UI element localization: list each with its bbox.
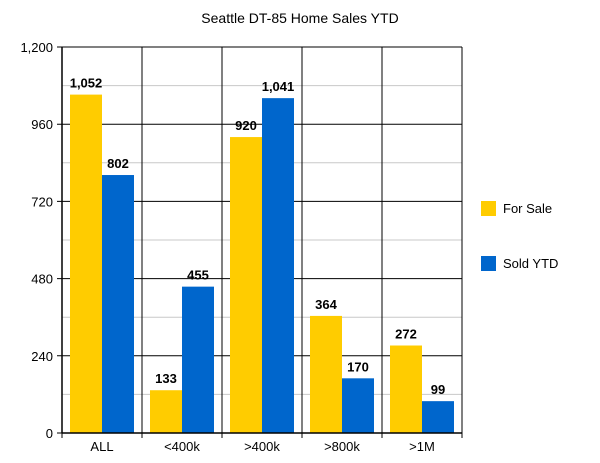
y-tick-label: 0: [46, 426, 53, 441]
bar: [102, 175, 134, 434]
x-tick-label: >800k: [324, 439, 360, 454]
bar: [182, 286, 214, 433]
y-tick-label: 1,200: [20, 40, 53, 55]
y-tick-label: 960: [31, 117, 53, 132]
bar: [342, 378, 374, 433]
bar: [230, 137, 262, 434]
legend-swatch: [481, 201, 496, 216]
bar: [70, 94, 102, 434]
x-tick-label: >400k: [244, 439, 280, 454]
y-tick-label: 480: [31, 272, 53, 287]
bars-layer: [70, 94, 454, 434]
data-label: 920: [235, 118, 257, 133]
bar: [150, 390, 182, 433]
legend-label: For Sale: [503, 201, 552, 216]
bar: [422, 401, 454, 433]
legend: For Sale Sold YTD: [481, 201, 558, 271]
data-label: 1,052: [70, 76, 103, 91]
data-label: 1,041: [262, 79, 295, 94]
data-label: 272: [395, 327, 417, 342]
data-label: 133: [155, 371, 177, 386]
legend-swatch: [481, 256, 496, 271]
axis-layer: 0 240 480 720 960 1,200 ALL <400k >400k >800k >1M: [20, 40, 462, 454]
data-label: 802: [107, 156, 129, 171]
data-label: 455: [187, 268, 209, 283]
chart-title: Seattle DT-85 Home Sales YTD: [201, 10, 398, 26]
data-label: 99: [431, 382, 445, 397]
x-tick-label: ALL: [90, 439, 113, 454]
bar: [390, 345, 422, 433]
y-tick-label: 240: [31, 349, 53, 364]
bar: [310, 315, 342, 433]
y-tick-label: 720: [31, 194, 53, 209]
legend-label: Sold YTD: [503, 256, 558, 271]
x-tick-label: <400k: [164, 439, 200, 454]
data-label: 170: [347, 359, 369, 374]
bar: [262, 98, 294, 434]
data-labels-layer: 1,052 802 133 455 920 1,041 364 170 272 99: [70, 76, 446, 398]
data-label: 364: [315, 297, 337, 312]
x-tick-label: >1M: [409, 439, 435, 454]
